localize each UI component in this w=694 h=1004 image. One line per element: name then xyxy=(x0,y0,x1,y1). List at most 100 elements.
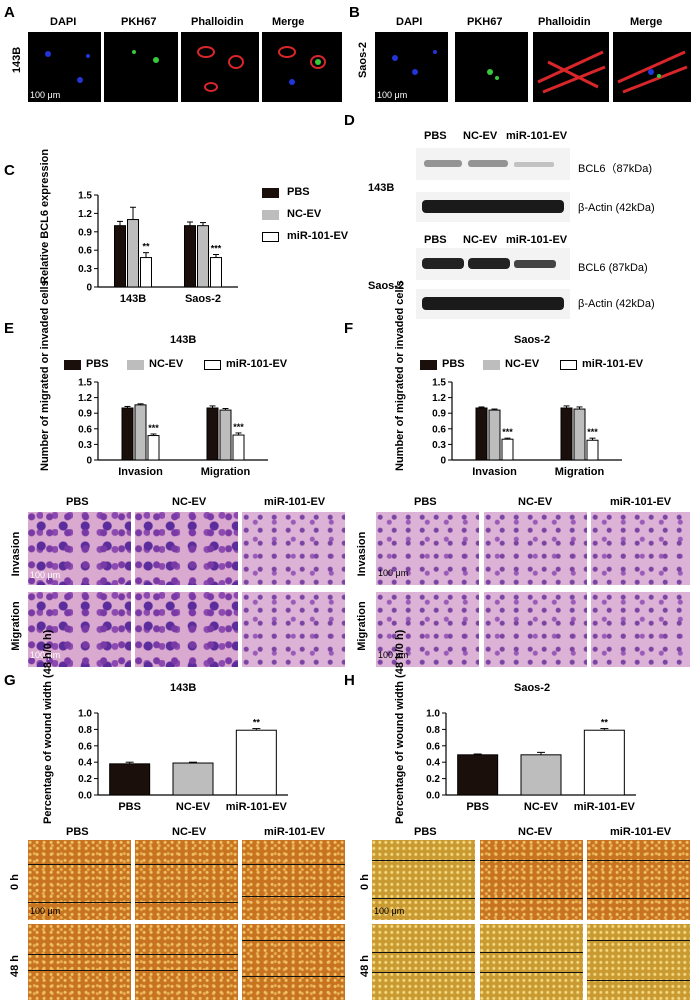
chartF-bar-0-2 xyxy=(501,438,514,461)
col-pkh67-b: PKH67 xyxy=(467,16,503,28)
col-merge-a: Merge xyxy=(272,16,305,28)
blot-head-nc-2: NC-EV xyxy=(463,234,498,246)
row-label-saos2-b: Saos-2 xyxy=(357,41,369,79)
chartF-ytick-label-4: 1.2 xyxy=(432,393,446,404)
chartH-ytick-label-1: 0.2 xyxy=(426,774,440,785)
chartG-ytick-label-3: 0.6 xyxy=(78,741,92,752)
tw-f-migration-nc xyxy=(484,592,587,667)
legend-f-label-pbs: PBS xyxy=(442,358,465,370)
wd-h-48h-pbs xyxy=(372,924,475,1000)
fluor-143b-merge xyxy=(262,32,342,102)
chartG-ytick-label-1: 0.2 xyxy=(78,774,92,785)
wd-h-0h-nc xyxy=(480,840,583,920)
chartF-ytick-label-0: 0 xyxy=(440,456,446,467)
blot-head-mir-1: miR-101-EV xyxy=(506,130,568,142)
wd-h-0h-mir xyxy=(587,840,690,920)
ylabel-e: Number of migrated or invaded cells xyxy=(39,280,51,471)
chartE-sig-0: *** xyxy=(148,423,159,433)
chartH-xtick-label-0: PBS xyxy=(466,801,489,813)
wd-g-head-pbs: PBS xyxy=(66,826,89,838)
chartC-ytick-label-5: 1.5 xyxy=(78,191,92,202)
chartC-ytick-label-3: 0.9 xyxy=(78,227,92,238)
tw-e-head-mir: miR-101-EV xyxy=(264,496,326,508)
blot-label-actin-1: β-Actin (42kDa) xyxy=(578,202,655,214)
chartC-bar-1-1 xyxy=(197,225,209,288)
tw-e-row-invasion: Invasion xyxy=(10,531,22,577)
chart-h: 0.0 0.2 0.4 0.6 0.8 1.0 PBS NC-EV ** miR-101-EV xyxy=(426,709,636,813)
legend-f-swatch-mir xyxy=(560,360,577,370)
wd-h-head-nc: NC-EV xyxy=(518,826,553,838)
chartE-bar-0-1 xyxy=(134,404,147,461)
chartH-bar-1 xyxy=(520,754,562,796)
chartC-bar-1-2 xyxy=(210,257,222,288)
legend-e-swatch-nc xyxy=(127,360,144,370)
wd-g-row-0h: 0 h xyxy=(9,874,21,890)
legend-e-swatch-mir xyxy=(204,360,221,370)
chartG-sig-2: ** xyxy=(253,718,261,728)
chartG-xtick-label-2: miR-101-EV xyxy=(226,801,288,813)
chartG-ytick-label-4: 0.8 xyxy=(78,725,92,736)
fluor-saos2-phalloidin xyxy=(533,32,609,102)
wd-g-head-mir: miR-101-EV xyxy=(264,826,326,838)
chartH-ytick-label-4: 0.8 xyxy=(426,725,440,736)
wd-g-row-48h: 48 h xyxy=(9,955,21,978)
panel-label-f: F xyxy=(344,320,354,337)
blot-label-bcl6-1: BCL6（87kDa) xyxy=(578,163,652,175)
wd-h-0h-pbs: 100 μm xyxy=(372,840,475,920)
wd-h-head-pbs: PBS xyxy=(414,826,437,838)
chartE-ytick-label-1: 0.3 xyxy=(78,440,92,451)
wd-h-row-0h: 0 h xyxy=(359,874,371,890)
chart-c: 0 0.3 0.6 0.9 1.2 1.5 ** 143B *** Saos-2 xyxy=(78,191,238,305)
chartE-xtick-label-1: Migration xyxy=(201,466,251,478)
fluor-143b-pkh67 xyxy=(104,32,178,102)
tw-f-migration-mir xyxy=(591,592,690,667)
scale-bar-tw-f-1: 100 μm xyxy=(378,568,409,578)
ylabel-f: Number of migrated or invaded cells xyxy=(394,280,406,471)
chart-e: 0 0.3 0.6 0.9 1.2 1.5 *** Invasion *** Migration xyxy=(78,378,268,478)
chartF-ytick-label-3: 0.9 xyxy=(432,409,446,420)
fluor-143b-dapi: 100 μm xyxy=(28,32,101,102)
chartH-ytick-label-3: 0.6 xyxy=(426,741,440,752)
legend-e-label-nc: NC-EV xyxy=(149,358,184,370)
tw-f-invasion-pbs: 100 μm xyxy=(376,512,479,585)
chartF-sig-0: *** xyxy=(502,427,513,437)
blot-head-nc-1: NC-EV xyxy=(463,130,498,142)
blot-label-actin-2: β-Actin (42kDa) xyxy=(578,298,655,310)
wd-h-48h-nc xyxy=(480,924,583,1000)
scale-bar-tw-f-2: 100 μm xyxy=(378,650,409,660)
tw-f-migration-pbs: 100 μm xyxy=(376,592,479,667)
legend-label-nc: NC-EV xyxy=(287,208,322,220)
wd-g-48h-pbs xyxy=(28,924,131,1000)
chartF-xtick-label-0: Invasion xyxy=(472,466,517,478)
ylabel-g: Percentage of wound width (48 h/0 h) xyxy=(42,629,54,824)
chartE-bar-0-2 xyxy=(147,435,160,461)
chartC-bar-0-0 xyxy=(114,225,126,288)
panel-label-g: G xyxy=(4,672,16,689)
scale-bar-b: 100 μm xyxy=(377,90,408,100)
col-pkh67-a: PKH67 xyxy=(121,16,157,28)
tw-e-migration-pbs: 100 μm xyxy=(28,592,131,667)
col-merge-b: Merge xyxy=(630,16,663,28)
panel-label-e: E xyxy=(4,320,15,337)
chartF-xtick-label-1: Migration xyxy=(555,466,605,478)
chartH-bar-2 xyxy=(583,729,625,796)
chartF-bar-1-2 xyxy=(586,439,599,461)
wd-g-0h-nc xyxy=(135,840,238,920)
wd-h-48h-mir xyxy=(587,924,690,1000)
chartF-bar-0-1 xyxy=(488,409,501,461)
wd-g-48h-nc xyxy=(135,924,238,1000)
chartC-ytick-label-1: 0.3 xyxy=(78,264,92,275)
title-h: Saos-2 xyxy=(514,682,551,694)
wd-g-48h-mir xyxy=(242,924,345,1000)
tw-e-head-nc: NC-EV xyxy=(172,496,207,508)
chartE-ytick-label-4: 1.2 xyxy=(78,393,92,404)
legend-f-label-mir: miR-101-EV xyxy=(582,358,644,370)
chartG-ytick-label-5: 1.0 xyxy=(78,709,92,720)
chartE-bar-1-1 xyxy=(219,409,232,461)
wd-g-head-nc: NC-EV xyxy=(172,826,207,838)
chartH-ytick-label-2: 0.4 xyxy=(426,758,440,769)
chartE-bar-0-0 xyxy=(121,407,134,461)
chartG-xtick-label-0: PBS xyxy=(118,801,141,813)
chartE-ytick-label-3: 0.9 xyxy=(78,409,92,420)
blot-143b-actin xyxy=(416,192,570,222)
